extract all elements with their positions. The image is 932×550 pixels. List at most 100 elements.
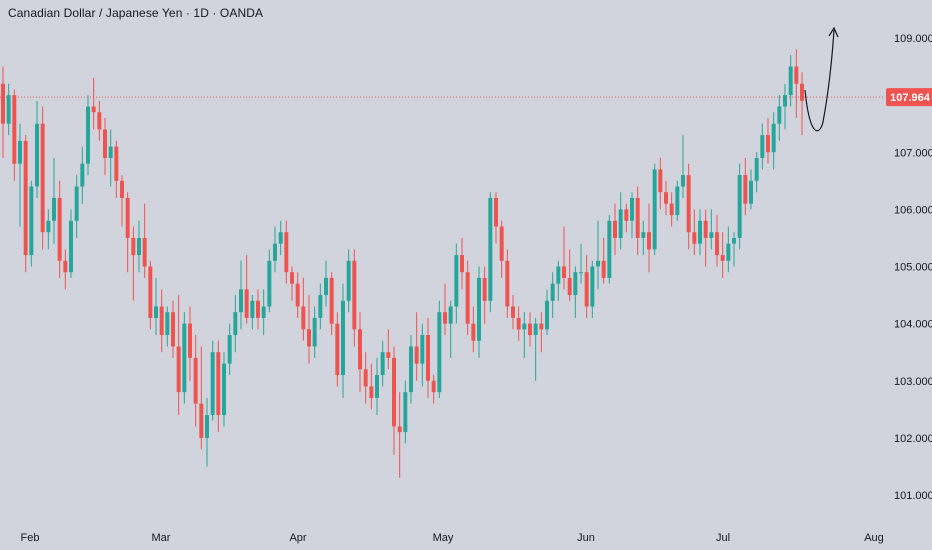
candle-body (341, 300, 345, 376)
x-tick-label: Apr (289, 532, 306, 544)
candle-body (556, 266, 561, 284)
candle-body (80, 163, 85, 187)
candle-body (375, 375, 379, 398)
candle-body (256, 300, 260, 318)
candle-body (596, 260, 600, 267)
candle-body (754, 157, 759, 181)
candle-body (647, 232, 651, 250)
candle-body (499, 226, 504, 261)
candle-body (86, 106, 90, 164)
x-tick-label: Jul (716, 532, 730, 544)
candle-body (607, 220, 612, 278)
candle-body (171, 312, 175, 347)
last-price-badge-bg (886, 88, 932, 107)
candle-body (760, 135, 765, 158)
candle-body (318, 295, 323, 318)
x-tick-label: Mar (152, 532, 171, 544)
last-price-label: 107.964 (890, 92, 931, 104)
candle-body (454, 255, 459, 307)
candle-body (120, 180, 124, 198)
y-tick-label: 105.000 (894, 262, 932, 274)
candle-body (726, 243, 731, 261)
projection-arrow-path (804, 29, 835, 132)
candle-body (335, 323, 340, 376)
candle-body (403, 392, 408, 433)
candle-body (630, 197, 634, 221)
candle-body (539, 323, 544, 330)
candle-body (698, 220, 702, 244)
candle-body (624, 209, 629, 221)
candle-body (301, 306, 306, 330)
candle-body (369, 386, 374, 398)
candle-body (392, 357, 396, 427)
candle-body (664, 192, 668, 204)
candle-body (715, 232, 719, 256)
candle-body (69, 220, 73, 273)
candle-body (273, 243, 277, 261)
candle-body (545, 300, 549, 330)
candle-body (23, 140, 28, 256)
candle-body (142, 237, 147, 267)
candle-body (103, 129, 107, 158)
candle-body (658, 169, 663, 193)
y-tick-label: 104.000 (894, 319, 932, 331)
candle-body (6, 95, 11, 124)
candle-body (573, 272, 578, 296)
candle-body (675, 186, 680, 216)
candle-body (63, 260, 68, 273)
candle-body (737, 175, 742, 238)
candle-body (709, 232, 714, 238)
y-tick-label: 109.000 (894, 33, 932, 45)
candle-body (284, 232, 289, 273)
candle-body (465, 272, 470, 324)
candle-body (363, 369, 368, 387)
candle-body (205, 415, 209, 438)
candle-body (267, 260, 272, 307)
candle-body (386, 352, 391, 358)
candle-body (358, 329, 362, 370)
candle-body (743, 175, 748, 204)
candle-body (613, 220, 617, 238)
candle-body (477, 277, 481, 341)
candle-body (567, 277, 572, 296)
candle-body (40, 123, 45, 233)
candle-body (584, 272, 589, 307)
candle-body (18, 140, 22, 164)
candle-body (261, 306, 266, 318)
candle-body (239, 289, 243, 313)
candle-body (783, 95, 787, 107)
candle-body (57, 197, 62, 261)
candle-body (494, 197, 498, 227)
candle-body (635, 197, 640, 238)
candle-body (528, 323, 532, 336)
candle-body (550, 283, 555, 301)
candle-body (471, 323, 476, 341)
candle-body (125, 197, 130, 238)
candle-body (165, 312, 170, 336)
candle-body (448, 306, 453, 324)
y-tick-label: 107.000 (894, 147, 932, 159)
projection-arrow-group (804, 26, 839, 132)
candle-body (641, 232, 646, 238)
candle-body (380, 352, 385, 376)
candle-body (154, 306, 158, 318)
candle-body (437, 312, 442, 393)
projection-arrow-head (828, 26, 839, 38)
candle-body (618, 209, 623, 238)
candle-body (669, 203, 674, 216)
candle-body (250, 300, 255, 318)
candle-body (771, 123, 776, 153)
candle-body (312, 317, 317, 347)
candle-body (533, 323, 538, 336)
candle-body (692, 232, 697, 244)
candle-body (233, 312, 238, 336)
candle-body (414, 346, 419, 364)
candle-body (426, 335, 430, 381)
candle-body (482, 277, 487, 301)
candle-body (703, 220, 708, 238)
candle-body (290, 272, 294, 284)
candle-body (732, 237, 736, 244)
candle-body (431, 380, 436, 393)
